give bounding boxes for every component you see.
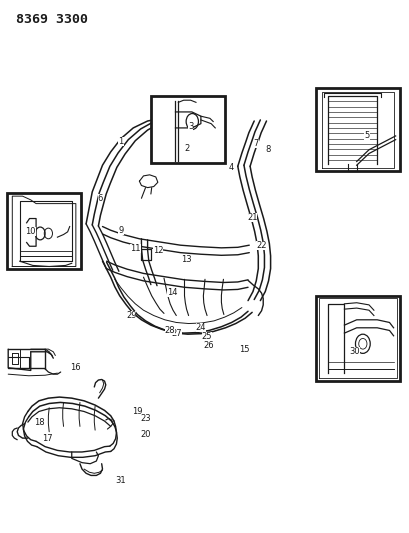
Text: 30: 30: [348, 348, 359, 356]
Text: 28: 28: [164, 326, 175, 335]
Text: 11: 11: [130, 244, 140, 253]
Text: 3: 3: [187, 123, 193, 131]
Bar: [315, 88, 399, 171]
Text: 16: 16: [70, 364, 81, 372]
Text: 23: 23: [140, 414, 151, 423]
Text: 20: 20: [140, 430, 151, 439]
Text: 29: 29: [126, 311, 136, 320]
Text: 5: 5: [364, 132, 369, 140]
Text: 18: 18: [34, 418, 44, 426]
Bar: [7, 193, 81, 269]
Text: 4: 4: [229, 164, 234, 172]
Bar: [315, 296, 399, 381]
Text: 22: 22: [256, 241, 266, 249]
Text: 27: 27: [171, 329, 181, 337]
Text: 17: 17: [42, 434, 52, 442]
Text: 31: 31: [115, 477, 126, 485]
Text: 9: 9: [118, 227, 123, 235]
Text: 2: 2: [184, 144, 189, 152]
Bar: [151, 96, 224, 163]
Text: 8: 8: [265, 145, 271, 154]
Text: 15: 15: [238, 345, 249, 353]
Text: 26: 26: [203, 341, 214, 350]
Text: 14: 14: [166, 288, 177, 296]
Text: 24: 24: [195, 324, 206, 332]
Text: 1: 1: [118, 137, 123, 146]
Text: 25: 25: [201, 333, 212, 341]
Text: 7: 7: [253, 140, 258, 148]
Text: 10: 10: [25, 228, 36, 236]
Text: 8369 3300: 8369 3300: [16, 13, 88, 26]
Text: 13: 13: [181, 255, 191, 264]
Text: 6: 6: [97, 194, 103, 203]
Text: 19: 19: [132, 407, 142, 416]
Text: 21: 21: [246, 213, 257, 222]
Text: 12: 12: [152, 246, 163, 255]
